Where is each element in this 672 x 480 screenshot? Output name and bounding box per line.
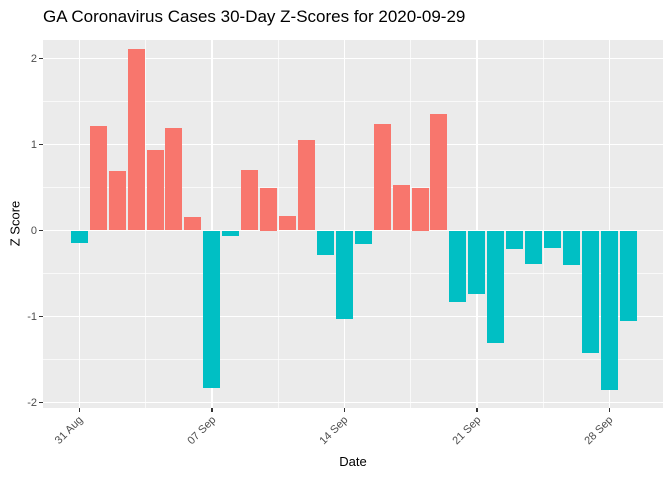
bar-2020-09-05	[165, 128, 183, 231]
gridline-major-h	[43, 57, 663, 60]
bar-2020-09-29	[619, 230, 637, 321]
bar-2020-09-19	[430, 113, 448, 231]
bar-2020-09-03	[127, 49, 145, 231]
y-tick-mark	[39, 143, 43, 146]
gridline-major-h	[43, 229, 663, 232]
bar-2020-09-12	[297, 140, 315, 231]
gridline-major-v	[78, 40, 81, 408]
bar-2020-09-23	[506, 230, 524, 250]
bar-2020-09-25	[544, 230, 562, 248]
x-tick-mark	[78, 408, 81, 412]
bar-2020-09-13	[316, 230, 334, 256]
bar-2020-08-31	[70, 230, 88, 243]
bar-2020-09-10	[260, 187, 278, 231]
gridline-major-h	[43, 401, 663, 404]
y-tick-label: -1	[27, 310, 37, 323]
x-tick-mark	[608, 408, 611, 412]
x-tick-mark	[343, 408, 346, 412]
gridline-major-h	[43, 315, 663, 318]
y-tick-mark	[39, 315, 43, 318]
gridline-minor-h	[43, 187, 663, 188]
y-tick-mark	[39, 229, 43, 232]
gridline-major-v	[343, 40, 346, 408]
bar-2020-09-26	[562, 230, 580, 265]
bar-2020-09-04	[146, 149, 164, 231]
bar-2020-09-08	[222, 230, 240, 236]
y-tick-mark	[39, 401, 43, 404]
bar-2020-09-11	[279, 215, 297, 231]
bar-2020-09-16	[373, 123, 391, 231]
gridline-minor-v	[145, 40, 147, 408]
bar-2020-09-02	[108, 171, 126, 231]
y-tick-label: 0	[30, 224, 37, 237]
gridline-minor-v	[277, 40, 279, 408]
gridline-minor-v	[542, 40, 544, 408]
bar-2020-09-27	[581, 230, 599, 354]
gridline-major-v	[608, 40, 611, 408]
bar-2020-09-21	[468, 230, 486, 295]
y-tick-mark	[39, 57, 43, 60]
x-axis-title: Date	[339, 454, 367, 469]
gridline-major-h	[43, 143, 663, 146]
bar-2020-09-17	[392, 184, 410, 231]
x-tick-mark	[211, 408, 213, 412]
bar-2020-09-01	[89, 126, 107, 231]
plot-panel	[43, 40, 663, 408]
bar-2020-09-24	[525, 230, 543, 265]
x-tick-mark	[476, 408, 478, 412]
bar-2020-09-07	[203, 230, 221, 388]
gridline-minor-h	[43, 359, 663, 360]
bar-2020-09-22	[487, 230, 505, 344]
bar-2020-09-15	[354, 230, 372, 245]
gridline-minor-v	[410, 40, 412, 408]
gridline-major-v	[476, 40, 478, 408]
y-tick-label: 1	[30, 138, 37, 151]
bar-2020-09-14	[335, 230, 353, 320]
gridline-major-v	[211, 40, 213, 408]
bar-2020-09-09	[241, 170, 259, 231]
y-tick-label: -2	[27, 396, 37, 409]
y-axis-title: Z Score	[7, 200, 23, 247]
bar-2020-09-18	[411, 187, 429, 231]
bar-2020-09-20	[449, 230, 467, 302]
gridline-minor-h	[43, 101, 663, 102]
chart-title: GA Coronavirus Cases 30-Day Z-Scores for…	[43, 7, 466, 26]
bar-2020-09-28	[600, 230, 618, 390]
y-tick-label: 2	[30, 52, 37, 65]
gridline-minor-h	[43, 273, 663, 274]
bar-2020-09-06	[184, 216, 202, 231]
